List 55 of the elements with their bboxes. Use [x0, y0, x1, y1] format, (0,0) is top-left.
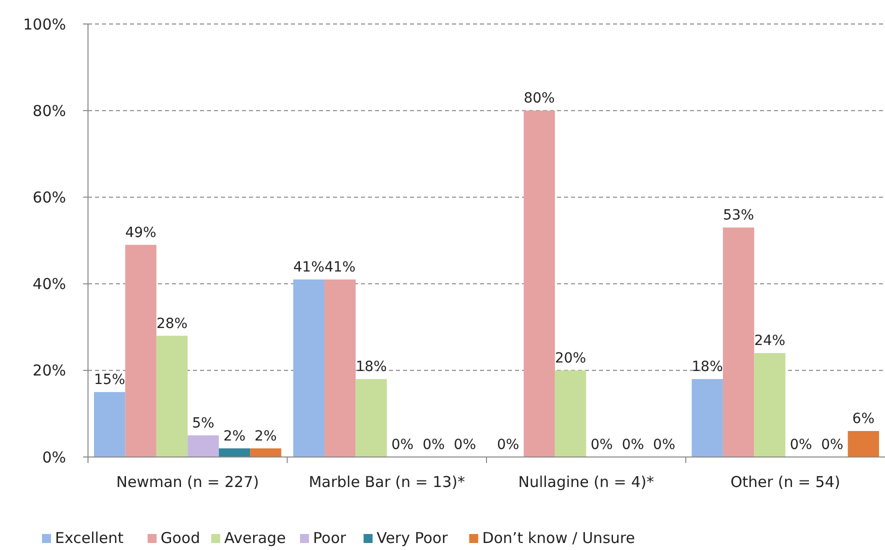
- bar: [125, 244, 156, 457]
- data-label: 0%: [821, 437, 844, 453]
- bar: [692, 379, 723, 457]
- bar: [722, 228, 754, 457]
- data-label: 2%: [254, 428, 277, 444]
- data-label: 41%: [324, 259, 356, 276]
- legend-label: Excellent: [55, 529, 124, 547]
- x-tick-label: Nullagine (n = 4)*: [518, 473, 655, 491]
- legend-label: Poor: [313, 529, 347, 547]
- data-label: 18%: [692, 359, 723, 376]
- bar: [554, 370, 586, 457]
- y-tick-label: 20%: [32, 362, 66, 380]
- bar: [188, 435, 219, 457]
- data-label: 0%: [454, 437, 476, 453]
- bar: [250, 448, 282, 457]
- y-tick-label: 80%: [32, 102, 66, 120]
- bar: [218, 448, 250, 457]
- data-label: 2%: [223, 428, 246, 444]
- y-tick-label: 100%: [23, 15, 66, 34]
- bar: [324, 279, 356, 457]
- y-tick-label: 0%: [42, 448, 66, 466]
- bar: [156, 336, 188, 457]
- data-label: 18%: [356, 359, 387, 376]
- data-label: 6%: [852, 411, 875, 428]
- y-tick-label: 60%: [32, 188, 66, 206]
- x-tick-label: Other (n = 54): [730, 473, 840, 491]
- data-label: 53%: [722, 208, 754, 224]
- data-label: 20%: [554, 350, 586, 366]
- legend-label: Don’t know / Unsure: [482, 529, 635, 547]
- data-label: 24%: [754, 333, 786, 350]
- bar: [94, 392, 126, 457]
- bar: [524, 110, 555, 457]
- data-label: 0%: [790, 437, 812, 453]
- data-label: 0%: [653, 437, 676, 453]
- data-label: 15%: [94, 372, 126, 388]
- data-label: 49%: [125, 224, 156, 241]
- data-label: 0%: [422, 437, 445, 453]
- data-label: 28%: [156, 316, 188, 332]
- data-label: 0%: [622, 437, 644, 453]
- data-label: 41%: [293, 259, 324, 276]
- y-tick-label: 40%: [32, 275, 66, 294]
- data-label: 5%: [192, 415, 214, 432]
- data-label: 80%: [524, 90, 555, 107]
- legend-label: Very Poor: [376, 529, 449, 547]
- data-label: 0%: [590, 437, 613, 453]
- bar: [754, 353, 786, 457]
- bar: [293, 279, 324, 457]
- legend-label: Good: [160, 529, 200, 547]
- data-label: 0%: [391, 437, 414, 453]
- data-label: 0%: [496, 437, 520, 453]
- x-tick-label: Newman (n = 227): [116, 473, 259, 491]
- bar: [848, 431, 880, 457]
- legend-label: Average: [224, 529, 286, 547]
- x-tick-label: Marble Bar (n = 13)*: [308, 473, 466, 491]
- bar: [356, 379, 387, 457]
